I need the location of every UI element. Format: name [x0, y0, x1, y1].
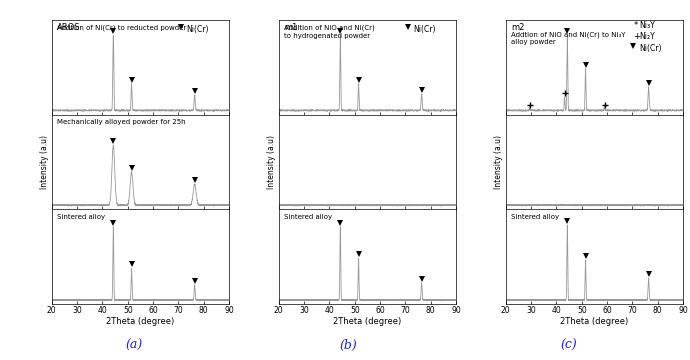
Y-axis label: Intensity (a.u): Intensity (a.u)	[267, 135, 276, 189]
Text: AROS: AROS	[57, 23, 81, 32]
Text: Sintered alloy: Sintered alloy	[284, 214, 332, 220]
Text: (c): (c)	[561, 339, 578, 352]
Text: (a): (a)	[126, 339, 144, 352]
Text: Ni₂Y: Ni₂Y	[639, 32, 655, 41]
Y-axis label: Intensity (a.u): Intensity (a.u)	[494, 135, 503, 189]
Text: m2: m2	[511, 23, 524, 32]
Y-axis label: Intensity (a.u): Intensity (a.u)	[40, 135, 49, 189]
X-axis label: 2Theta (degree): 2Theta (degree)	[106, 318, 175, 327]
Text: Addtion of Ni(Cr) to reducted powder: Addtion of Ni(Cr) to reducted powder	[57, 24, 186, 31]
Text: (b): (b)	[339, 339, 357, 352]
Text: Sintered alloy: Sintered alloy	[511, 214, 559, 220]
X-axis label: 2Theta (degree): 2Theta (degree)	[333, 318, 402, 327]
Text: Addtion of NiO and Ni(Cr) to Ni₃Y
alloy powder: Addtion of NiO and Ni(Cr) to Ni₃Y alloy …	[511, 31, 626, 45]
Text: Ni₃Y: Ni₃Y	[639, 21, 655, 30]
X-axis label: 2Theta (degree): 2Theta (degree)	[560, 318, 629, 327]
Text: Sintered alloy: Sintered alloy	[57, 214, 105, 220]
Text: Addition of NiO and Ni(Cr)
to hydrogenated powder: Addition of NiO and Ni(Cr) to hydrogenat…	[284, 24, 375, 39]
Text: Ni(Cr): Ni(Cr)	[639, 44, 661, 53]
Text: *: *	[633, 21, 638, 30]
Text: Ni(Cr): Ni(Cr)	[413, 24, 436, 33]
Text: Ni(Cr): Ni(Cr)	[186, 24, 209, 33]
Text: Mechanically alloyed powder for 25h: Mechanically alloyed powder for 25h	[57, 120, 186, 125]
Text: +: +	[633, 32, 641, 41]
Text: m1: m1	[284, 23, 297, 32]
